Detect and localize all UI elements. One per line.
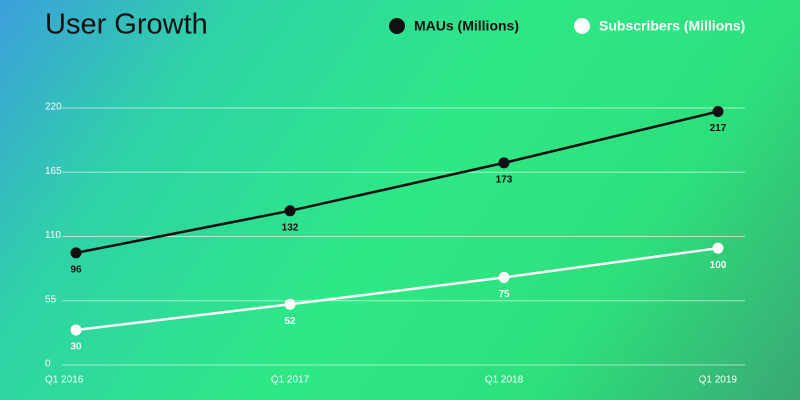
- data-label: 173: [496, 175, 513, 186]
- x-tick-label: Q1 2017: [271, 375, 310, 386]
- y-tick-label: 110: [45, 230, 61, 241]
- data-point: [498, 271, 510, 283]
- data-point: [70, 324, 82, 336]
- legend-marker: [389, 18, 405, 34]
- data-label: 217: [710, 123, 727, 134]
- y-tick-label: 220: [45, 102, 62, 113]
- data-point: [284, 205, 296, 217]
- x-tick-label: Q1 2018: [485, 375, 524, 386]
- data-label: 30: [70, 342, 82, 353]
- legend-marker: [574, 18, 590, 34]
- y-tick-label: 0: [45, 359, 51, 370]
- x-tick-label: Q1 2019: [699, 375, 738, 386]
- x-tick-label: Q1 2016: [45, 375, 84, 386]
- legend-label: MAUs (Millions): [414, 18, 519, 34]
- data-point: [498, 157, 510, 169]
- data-point: [284, 298, 296, 310]
- data-label: 52: [284, 316, 296, 327]
- data-label: 100: [710, 260, 727, 271]
- data-point: [70, 247, 82, 259]
- chart-title: User Growth: [45, 9, 208, 41]
- y-tick-label: 55: [45, 294, 57, 305]
- series-line: [75, 246, 719, 332]
- data-label: 75: [498, 289, 510, 300]
- data-label: 96: [70, 264, 82, 275]
- y-tick-label: 165: [45, 166, 62, 177]
- legend-label: Subscribers (Millions): [599, 18, 745, 34]
- data-label: 132: [282, 222, 299, 233]
- data-point: [712, 106, 724, 118]
- series-line: [75, 110, 719, 255]
- data-point: [712, 242, 724, 254]
